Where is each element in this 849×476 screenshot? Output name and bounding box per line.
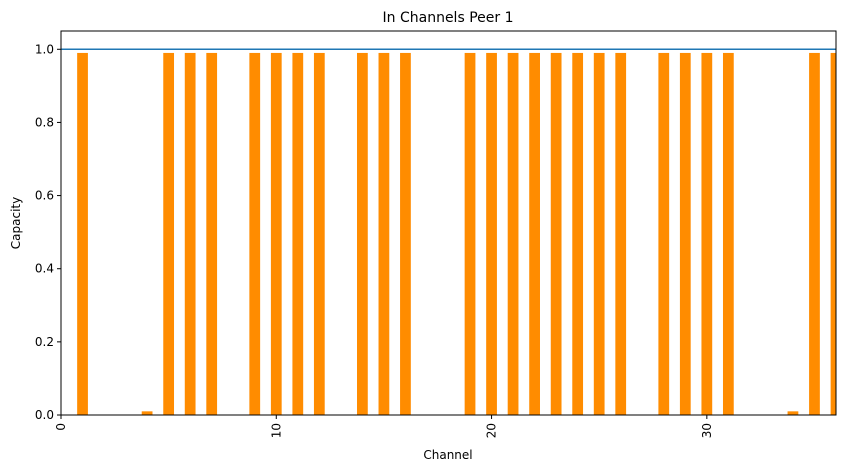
plot-frame: [60, 30, 837, 416]
y-tick-label: 0.8: [35, 115, 54, 129]
bar-channel-19: [464, 52, 476, 415]
bar-channel-30: [701, 52, 713, 415]
y-tick-label: 1.0: [35, 42, 54, 56]
bar-channel-22: [529, 52, 540, 415]
bar-channel-12: [313, 52, 325, 415]
y-tick-label: 0.6: [35, 189, 54, 203]
bar-channel-23: [550, 52, 562, 415]
bar-channel-1: [77, 52, 88, 415]
bar-channel-26: [615, 52, 627, 415]
x-tick-label: 0: [54, 423, 68, 431]
bar-channel-36: [830, 52, 836, 415]
x-axis-label: Channel: [423, 448, 472, 462]
y-tick-label: 0.2: [35, 335, 54, 349]
bar-channel-35: [809, 52, 820, 415]
bar-channel-25: [593, 52, 605, 415]
bar-channel-29: [679, 52, 691, 415]
bar-channel-11: [292, 52, 304, 415]
bar-channel-24: [572, 52, 584, 415]
y-tick-label: 0.0: [35, 408, 54, 422]
x-axis-ticks: 0 10 20 30: [54, 415, 714, 438]
bar-channel-4: [141, 411, 153, 415]
bar-channel-14: [357, 52, 368, 415]
x-tick-label: 10: [269, 423, 283, 438]
bar-channel-7: [206, 52, 218, 415]
bar-channel-21: [507, 52, 519, 415]
bar-series: [77, 52, 836, 415]
bar-channel-34: [787, 411, 799, 415]
bar-channel-31: [722, 52, 734, 415]
bar-channel-16: [400, 52, 411, 415]
x-tick-label: 30: [700, 423, 714, 438]
y-axis-ticks: 0.0 0.2 0.4 0.6 0.8 1.0: [35, 42, 61, 422]
bar-channel-15: [378, 52, 390, 415]
bar-channel-20: [486, 52, 497, 415]
bar-channel-28: [658, 52, 670, 415]
bar-channel-5: [163, 52, 175, 415]
x-tick-label: 20: [485, 423, 499, 438]
bar-channel-9: [249, 52, 261, 415]
bar-channel-10: [270, 52, 282, 415]
y-tick-label: 0.4: [35, 262, 54, 276]
chart-title: In Channels Peer 1: [383, 10, 514, 26]
y-axis-label: Capacity: [9, 197, 23, 249]
bar-channel-6: [184, 52, 196, 415]
